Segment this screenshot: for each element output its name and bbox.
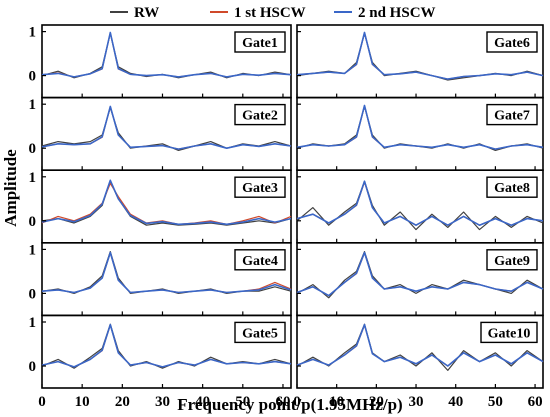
panel-gate2: Gate2 1 0 [29,96,292,171]
gate-label-box [234,176,286,198]
y-tick-label: 1 [29,97,37,113]
gate-label: Gate9 [494,254,530,269]
y-tick-label: 0 [29,286,37,302]
series-line-hscw2 [41,251,292,294]
y-tick-label: 1 [29,315,37,331]
panel-gate1: Gate1 1 0 [29,24,292,99]
y-tick-label: 0 [29,214,37,230]
gate-label: Gate7 [494,109,530,124]
y-axis-title: Amplitude [1,149,20,227]
gate-label: Gate1 [242,36,278,51]
gate-label: Gate2 [242,109,278,124]
series-line-rw [41,180,292,226]
panel-gate6: Gate6 [296,24,544,99]
x-tick-label: 60 [528,394,543,410]
gate-label: Gate4 [242,254,278,269]
series-line-hscw2 [296,31,544,80]
y-tick-label: 1 [29,25,37,41]
gate-label-box [234,103,286,126]
panel-gate9: Gate9 [296,242,544,317]
series-line-hscw2 [296,323,544,367]
gate-label-box [480,321,538,344]
legend-label-hscw1: 1 st HSCW [234,5,306,21]
panel-gate8: Gate8 [296,169,544,244]
gate-label-box [486,249,538,271]
series-line-hscw2 [296,251,544,297]
gate-label: Gate10 [488,326,531,341]
x-axis-title: Frequency point/p(1.95MHz/p) [177,395,402,414]
x-tick-label: 10 [329,394,344,410]
legend-label-rw: RW [134,5,159,21]
panel-gate10: Gate10 0 10 20 30 40 50 60 [293,314,544,410]
legend-label-hscw2: 2 nd HSCW [358,5,436,21]
gate-label-box [234,249,286,271]
y-tick-label: 1 [29,170,37,186]
x-tick-label: 40 [448,394,463,410]
panel-gate4: Gate4 1 0 [29,242,292,317]
gate-label-box [486,31,538,53]
series-line-rw [41,107,292,151]
y-tick-label: 0 [29,141,37,157]
x-tick-label: 20 [369,394,384,410]
gate-label: Gate3 [242,181,278,196]
panel-frame [296,314,544,389]
gate-label-box [234,31,286,53]
gate-label: Gate6 [494,36,530,51]
legend: RW 1 st HSCW 2 nd HSCW [110,5,436,21]
x-tick-label: 30 [155,394,170,410]
x-tick-label: 10 [75,394,90,410]
series-line-hscw2 [41,31,292,78]
y-tick-label: 0 [29,69,37,85]
x-tick-label: 30 [409,394,424,410]
x-tick-label: 0 [38,394,46,410]
x-tick-label: 0 [293,394,301,410]
y-tick-label: 1 [29,242,37,258]
series-line-hscw2 [41,179,292,226]
panel-frame [41,314,292,389]
x-tick-label: 40 [195,394,210,410]
series-line-hscw2 [41,105,292,150]
gate-label-box [486,176,538,198]
gate-label-box [486,103,538,126]
series-line-hscw2 [41,323,292,368]
x-tick-label: 50 [235,394,250,410]
gate-label: Gate8 [494,181,530,196]
x-tick-label: 20 [115,394,130,410]
gate-label-box [234,321,286,344]
x-tick-label: 60 [275,394,290,410]
series-line-hscw2 [296,180,544,226]
panel-gate3: Gate3 1 0 [29,169,292,244]
series-line-hscw2 [296,104,544,150]
x-tick-label: 50 [488,394,503,410]
panel-gate7: Gate7 [296,96,544,171]
y-tick-label: 0 [29,359,37,375]
gate-label: Gate5 [242,326,278,341]
